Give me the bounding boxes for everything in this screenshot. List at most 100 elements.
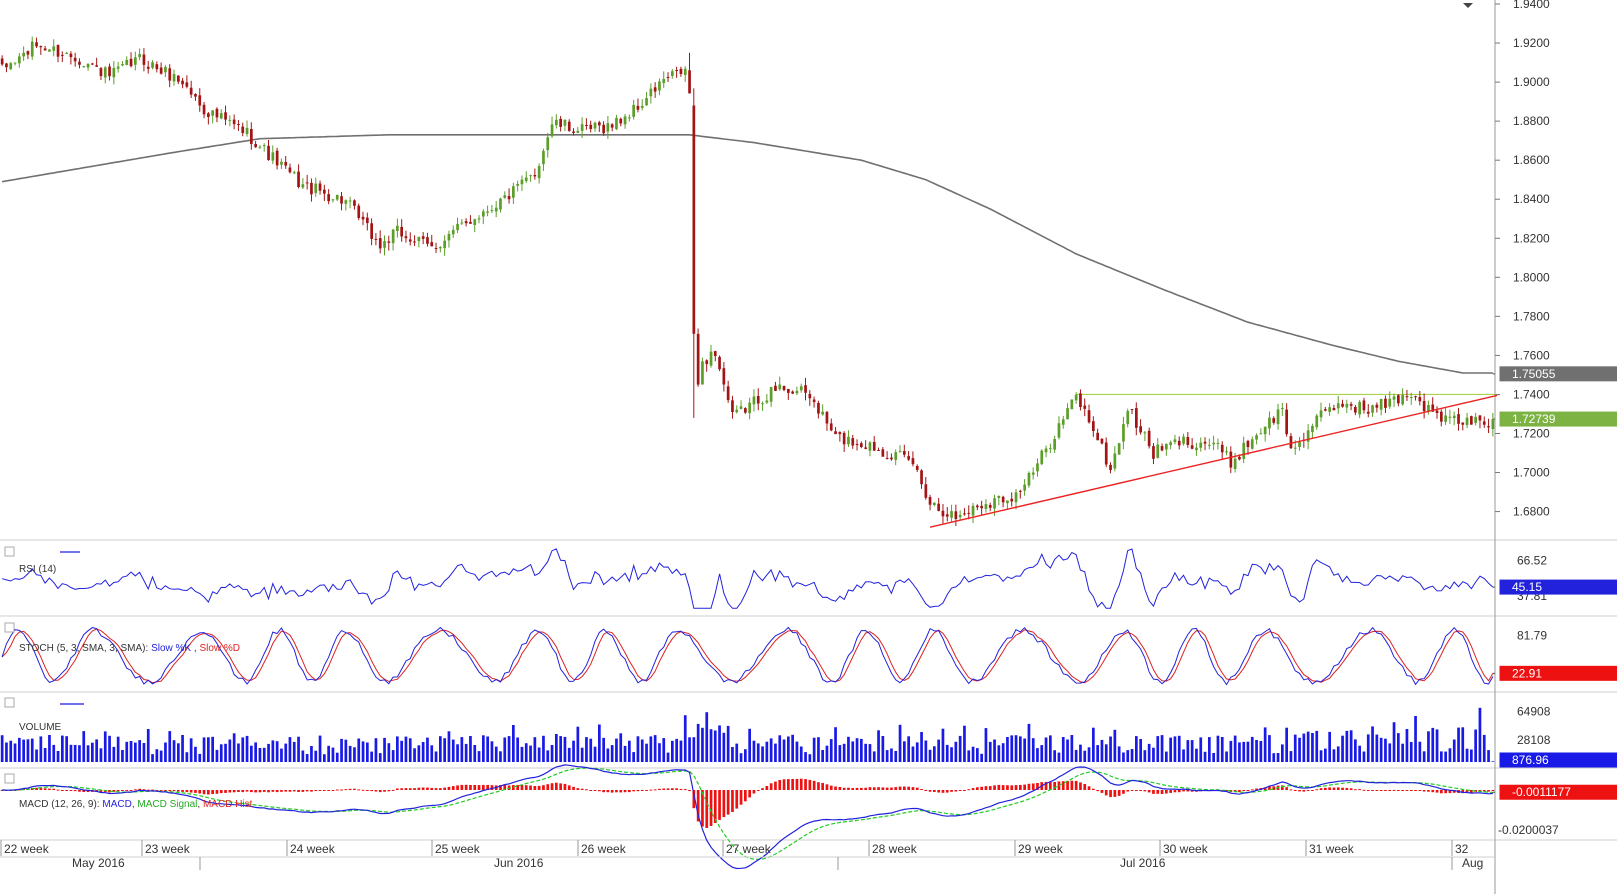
volume-bar bbox=[323, 754, 326, 762]
candle bbox=[576, 130, 580, 133]
candle bbox=[48, 49, 51, 52]
volume-bar bbox=[903, 741, 906, 762]
candle bbox=[1427, 405, 1430, 411]
panel-toggle-icon[interactable] bbox=[4, 622, 15, 633]
volume-bar bbox=[1268, 735, 1271, 762]
macd-hist-bar bbox=[469, 785, 472, 790]
candle bbox=[1023, 484, 1026, 491]
volume-bar bbox=[1375, 734, 1379, 762]
candle bbox=[138, 54, 141, 58]
macd-hist-bar bbox=[1225, 790, 1228, 792]
candle bbox=[13, 62, 17, 64]
macd-hist-bar bbox=[1345, 787, 1349, 790]
candle bbox=[1289, 436, 1293, 449]
candle bbox=[56, 44, 60, 57]
volume-bar bbox=[748, 728, 751, 762]
macd-hist-bar bbox=[301, 790, 305, 792]
candle bbox=[890, 457, 893, 460]
volume-bar bbox=[666, 752, 670, 762]
volume-bar bbox=[950, 747, 953, 762]
candle bbox=[1354, 407, 1357, 413]
volume-bar bbox=[911, 746, 915, 762]
volume-bar bbox=[756, 743, 760, 762]
macd-hist-bar bbox=[658, 788, 661, 790]
panel-toggle-icon[interactable] bbox=[4, 773, 15, 784]
candle bbox=[1061, 419, 1065, 425]
candle bbox=[116, 66, 120, 69]
volume-bar bbox=[980, 753, 983, 762]
volume-bar bbox=[164, 742, 167, 762]
macd-hist-bar bbox=[744, 790, 747, 802]
macd-hist-bar bbox=[327, 790, 330, 791]
candle bbox=[91, 63, 94, 65]
volume-bar bbox=[606, 748, 610, 762]
dropdown-arrow-icon[interactable] bbox=[1463, 3, 1473, 8]
volume-bar bbox=[9, 740, 13, 762]
volume-bar bbox=[503, 737, 507, 762]
candle bbox=[756, 396, 760, 404]
volume-bar bbox=[653, 735, 657, 762]
candle bbox=[112, 68, 116, 78]
candle bbox=[1405, 396, 1409, 398]
rsi-value-badge: 45.15 bbox=[1512, 580, 1542, 594]
macd-hist-bar bbox=[1152, 790, 1155, 794]
candle bbox=[658, 81, 661, 91]
macd-hist-bar bbox=[400, 788, 403, 790]
candle bbox=[73, 57, 77, 62]
macd-hist-bar bbox=[752, 790, 756, 794]
volume-bar bbox=[202, 737, 206, 762]
macd-hist-bar bbox=[116, 790, 120, 792]
candle bbox=[812, 399, 816, 403]
candle bbox=[103, 67, 107, 78]
candle bbox=[761, 403, 764, 405]
candle bbox=[524, 177, 528, 181]
candle bbox=[417, 236, 421, 242]
macd-hist-bar bbox=[194, 790, 197, 793]
macd-hist-bar bbox=[219, 790, 223, 794]
macd-hist-bar bbox=[211, 790, 214, 794]
week-label: 27 week bbox=[726, 842, 772, 856]
volume-bar bbox=[795, 741, 799, 762]
candle bbox=[1379, 399, 1383, 410]
candle bbox=[146, 66, 150, 69]
macd-hist-bar bbox=[1036, 783, 1039, 790]
candle bbox=[1031, 472, 1035, 475]
volume-bar bbox=[254, 742, 257, 762]
candle bbox=[391, 229, 395, 244]
volume-bar bbox=[1349, 730, 1353, 762]
candle bbox=[1160, 446, 1164, 451]
candle bbox=[447, 233, 451, 241]
candle bbox=[1371, 405, 1374, 413]
volume-bar bbox=[1109, 736, 1112, 762]
macd-hist-bar bbox=[52, 788, 56, 790]
candle bbox=[65, 52, 68, 54]
panel-toggle-icon[interactable] bbox=[4, 546, 15, 557]
macd-hist-bar bbox=[963, 790, 966, 791]
candle bbox=[653, 87, 657, 92]
candle bbox=[1444, 415, 1447, 422]
volume-bar bbox=[146, 729, 150, 762]
candle bbox=[1027, 472, 1031, 486]
candle bbox=[374, 239, 378, 240]
panel-toggle-icon[interactable] bbox=[4, 697, 15, 708]
candle bbox=[1487, 426, 1490, 428]
volume-bar bbox=[1079, 744, 1082, 762]
candle bbox=[709, 351, 713, 366]
macd-hist-bar bbox=[258, 790, 262, 793]
volume-bar bbox=[739, 753, 743, 762]
macd-hist-bar bbox=[344, 789, 348, 791]
volume-bar bbox=[61, 735, 64, 762]
volume-bar bbox=[855, 738, 859, 762]
volume-bar bbox=[1156, 736, 1160, 762]
month-label: Aug bbox=[1462, 856, 1483, 870]
macd-hist-bar bbox=[35, 787, 38, 790]
volume-bar bbox=[1070, 735, 1074, 762]
volume-bar bbox=[1452, 739, 1456, 762]
stoch-d-legend: Slow %D bbox=[199, 643, 240, 654]
volume-bar bbox=[954, 741, 958, 762]
macd-hist-bar bbox=[1006, 785, 1009, 790]
macd-hist-bar bbox=[228, 790, 232, 793]
macd-hist-bar bbox=[928, 790, 932, 792]
candle bbox=[1242, 442, 1246, 459]
